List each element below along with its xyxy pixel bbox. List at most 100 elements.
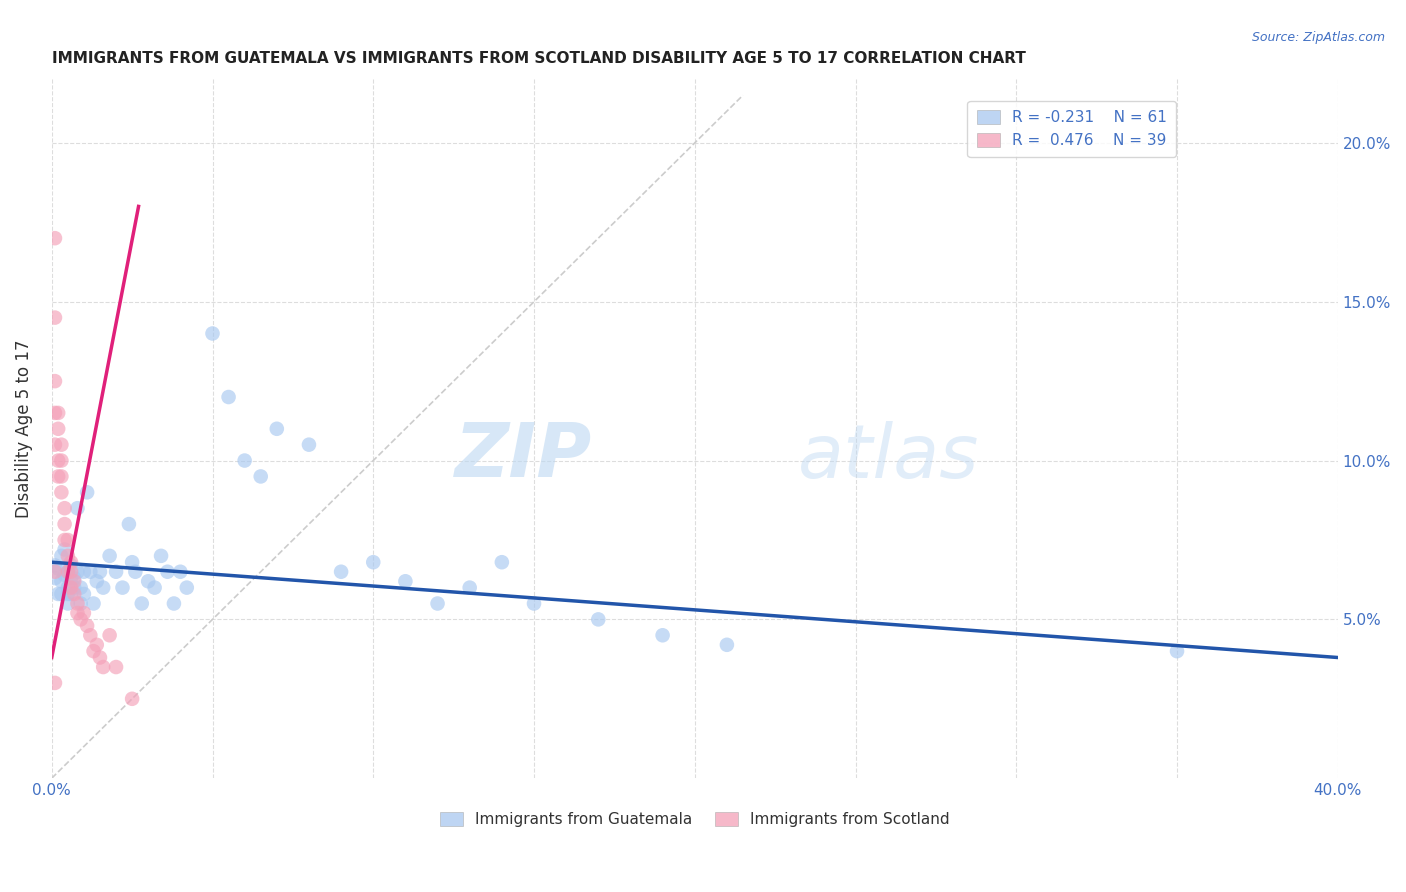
Point	[63, 587, 86, 601]
Point	[46, 561, 69, 575]
Point	[56, 533, 79, 547]
Point	[44, 231, 66, 245]
Point	[44, 406, 66, 420]
Point	[143, 581, 166, 595]
Point	[44, 374, 66, 388]
Point	[56, 565, 79, 579]
Point	[491, 555, 513, 569]
Point	[51, 587, 73, 601]
Point	[44, 558, 66, 573]
Point	[51, 453, 73, 467]
Point	[105, 660, 128, 674]
Point	[651, 628, 673, 642]
Point	[44, 676, 66, 690]
Point	[66, 606, 89, 620]
Point	[83, 644, 105, 658]
Point	[46, 422, 69, 436]
Point	[60, 558, 83, 573]
Point	[91, 581, 114, 595]
Point	[51, 469, 73, 483]
Point	[156, 565, 179, 579]
Point	[121, 555, 143, 569]
Point	[218, 390, 240, 404]
Point	[44, 571, 66, 585]
Point	[89, 565, 111, 579]
Point	[124, 565, 146, 579]
Point	[44, 438, 66, 452]
Point	[394, 574, 416, 589]
Y-axis label: Disability Age 5 to 17: Disability Age 5 to 17	[15, 340, 32, 518]
Point	[136, 574, 159, 589]
Point	[53, 542, 76, 557]
Point	[56, 565, 79, 579]
Point	[69, 612, 91, 626]
Point	[56, 587, 79, 601]
Point	[51, 438, 73, 452]
Point	[76, 485, 98, 500]
Point	[163, 597, 186, 611]
Point	[426, 597, 449, 611]
Point	[51, 485, 73, 500]
Point	[69, 597, 91, 611]
Point	[66, 597, 89, 611]
Point	[53, 533, 76, 547]
Point	[86, 638, 108, 652]
Point	[298, 438, 321, 452]
Point	[98, 628, 121, 642]
Point	[523, 597, 546, 611]
Point	[86, 574, 108, 589]
Point	[361, 555, 384, 569]
Point	[51, 574, 73, 589]
Point	[44, 565, 66, 579]
Point	[89, 650, 111, 665]
Point	[51, 549, 73, 563]
Point	[79, 565, 101, 579]
Point	[73, 587, 96, 601]
Point	[63, 574, 86, 589]
Point	[53, 501, 76, 516]
Point	[73, 606, 96, 620]
Point	[73, 565, 96, 579]
Point	[201, 326, 224, 341]
Point	[56, 581, 79, 595]
Point	[63, 581, 86, 595]
Point	[111, 581, 134, 595]
Point	[330, 565, 353, 579]
Point	[588, 612, 610, 626]
Point	[66, 565, 89, 579]
Point	[46, 469, 69, 483]
Point	[60, 587, 83, 601]
Text: IMMIGRANTS FROM GUATEMALA VS IMMIGRANTS FROM SCOTLAND DISABILITY AGE 5 TO 17 COR: IMMIGRANTS FROM GUATEMALA VS IMMIGRANTS …	[52, 51, 1025, 66]
Point	[91, 660, 114, 674]
Legend: Immigrants from Guatemala, Immigrants from Scotland: Immigrants from Guatemala, Immigrants fr…	[433, 806, 956, 833]
Text: ZIP: ZIP	[454, 420, 592, 493]
Point	[60, 565, 83, 579]
Point	[44, 310, 66, 325]
Point	[249, 469, 271, 483]
Point	[76, 619, 98, 633]
Point	[46, 453, 69, 467]
Point	[716, 638, 738, 652]
Point	[105, 565, 128, 579]
Point	[63, 571, 86, 585]
Point	[46, 587, 69, 601]
Point	[83, 597, 105, 611]
Point	[266, 422, 288, 436]
Point	[56, 549, 79, 563]
Point	[1166, 644, 1188, 658]
Point	[98, 549, 121, 563]
Point	[66, 501, 89, 516]
Text: atlas: atlas	[797, 421, 979, 492]
Point	[53, 568, 76, 582]
Point	[458, 581, 481, 595]
Point	[60, 571, 83, 585]
Point	[53, 517, 76, 532]
Text: Source: ZipAtlas.com: Source: ZipAtlas.com	[1251, 31, 1385, 45]
Point	[46, 406, 69, 420]
Point	[60, 555, 83, 569]
Point	[150, 549, 173, 563]
Point	[169, 565, 191, 579]
Point	[121, 691, 143, 706]
Point	[69, 581, 91, 595]
Point	[176, 581, 198, 595]
